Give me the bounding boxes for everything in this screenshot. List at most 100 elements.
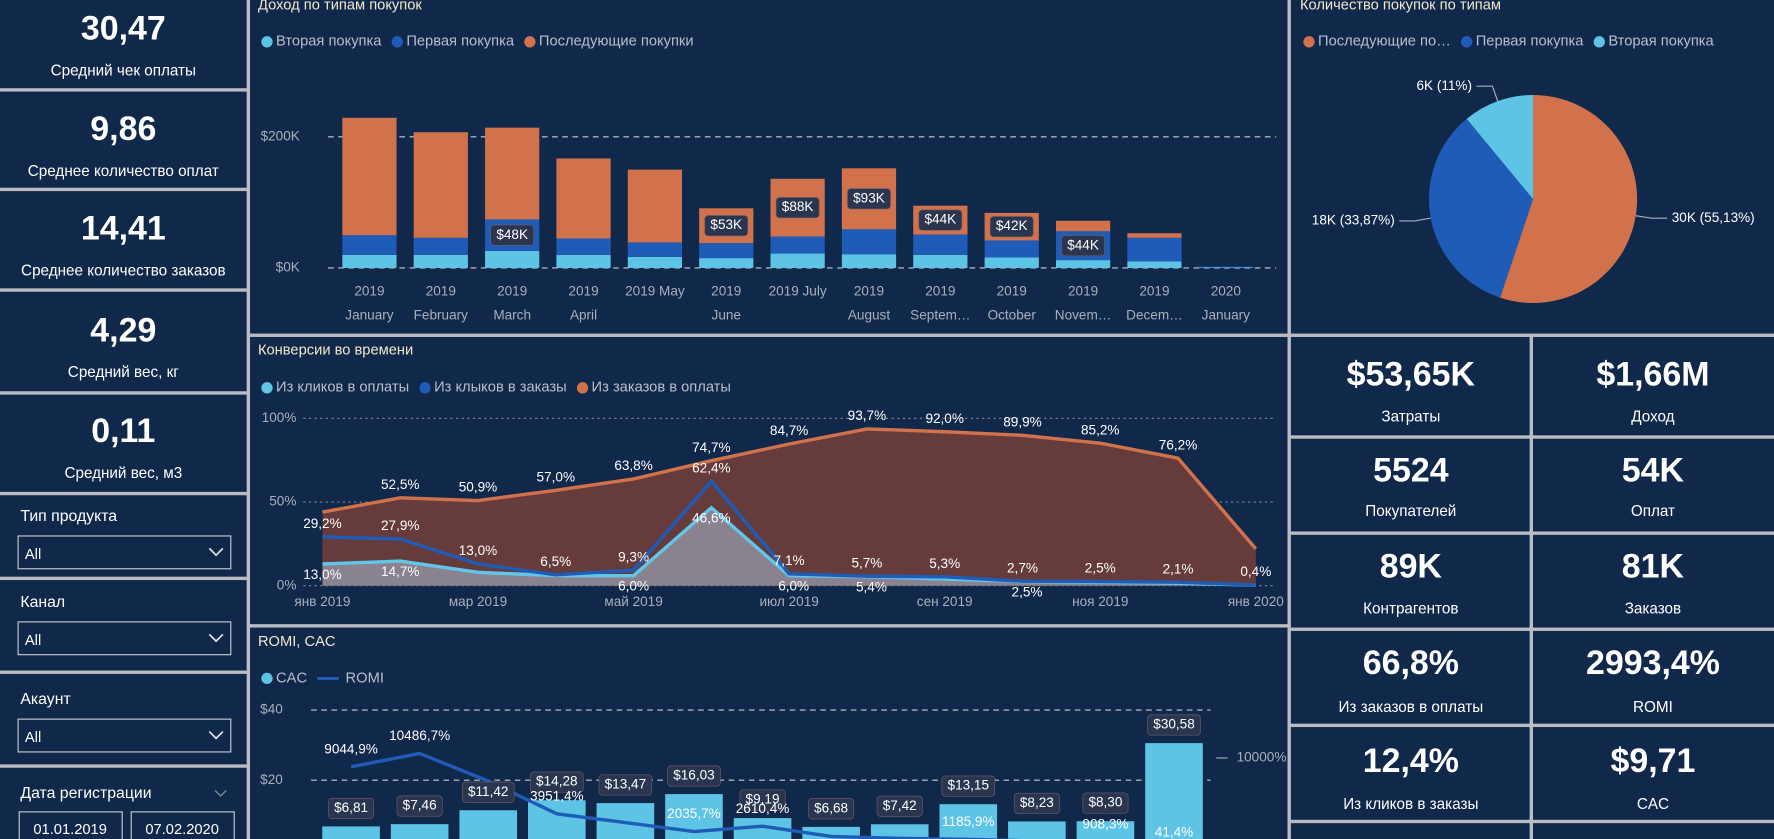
bar-segment	[699, 258, 754, 268]
x-tick-label: 2020 January	[1202, 283, 1250, 322]
data-label: 85,2%	[1081, 422, 1119, 437]
kpi-value: 5524	[1373, 452, 1449, 490]
chevron	[208, 633, 224, 643]
data-label: 9044,9%	[324, 741, 378, 756]
bar-segment	[770, 236, 825, 254]
legend-marker	[261, 672, 273, 685]
kpi-value: $53,65K	[1347, 356, 1476, 394]
date-input[interactable]	[18, 811, 123, 839]
data-label: 92,0%	[925, 411, 963, 426]
pie-slice	[1500, 94, 1638, 304]
label-box	[1013, 792, 1060, 814]
bar-segment	[627, 242, 683, 257]
y-tick-label: $0K	[276, 260, 300, 275]
date-value: 07.02.2020	[145, 822, 219, 838]
legend-label: Первая покупка	[1476, 34, 1585, 50]
filter-label: Канал	[20, 594, 65, 611]
data-label: 63,8%	[614, 458, 652, 473]
card	[1290, 727, 1530, 820]
card	[1290, 438, 1530, 532]
card	[1290, 336, 1530, 436]
card	[1533, 534, 1774, 628]
x-tick-label: мар 2019	[449, 594, 507, 609]
data-label: 6K (11%)	[1416, 78, 1472, 93]
dropdown[interactable]	[17, 621, 232, 656]
kpi-value: 54K	[1622, 452, 1685, 490]
data-label: 6,5%	[540, 554, 571, 569]
kpi-value: $9,71	[1610, 742, 1695, 780]
bar-segment	[1055, 260, 1111, 268]
data-label: 13,0%	[303, 567, 341, 582]
data-label: 18K (33,87%)	[1312, 213, 1395, 228]
y-tick-label: $20	[260, 772, 283, 787]
legend-marker	[391, 36, 403, 48]
label-box	[598, 774, 653, 796]
data-label: 2,1%	[1163, 561, 1194, 576]
label-box	[989, 216, 1034, 238]
x-tick-label: май 2019	[604, 594, 662, 609]
kpi-label: Средний вес, м3	[64, 465, 182, 482]
card	[1290, 823, 1530, 839]
card	[1533, 727, 1774, 820]
data-label: 6,0%	[778, 579, 809, 594]
x-tick-label: 2019 March	[493, 283, 531, 322]
x-tick-label: сен 2019	[917, 594, 973, 609]
bar-segment	[1127, 233, 1182, 238]
x-tick-label: 2019 April	[568, 283, 598, 322]
bar-segment	[413, 254, 468, 268]
label-box	[876, 795, 923, 817]
data-label: $6,68	[814, 800, 848, 815]
y-tick-label: $40	[260, 702, 283, 717]
x-tick-label: 2019 February	[414, 283, 469, 322]
data-label: 57,0%	[537, 469, 575, 484]
data-label: 5,4%	[856, 580, 887, 595]
legend-marker	[524, 36, 536, 48]
filter-label: Акаунт	[20, 691, 70, 708]
data-label: 76,2%	[1159, 437, 1197, 452]
x-tick-label: 2019 January	[345, 283, 393, 322]
bar-segment	[556, 238, 611, 255]
legend-label: Вторая покупка	[276, 34, 382, 50]
label-box	[667, 765, 721, 787]
kpi-label: Среднее количество оплат	[28, 163, 219, 180]
bar-segment	[1055, 220, 1111, 232]
bar	[733, 818, 792, 839]
data-label: $7,42	[883, 798, 917, 813]
bar-segment	[413, 132, 468, 238]
legend-marker	[1461, 36, 1473, 48]
bar-segment	[1127, 261, 1182, 268]
data-label: $48K	[496, 227, 528, 242]
data-label: $8,23	[1020, 795, 1054, 810]
label-box	[1147, 714, 1201, 736]
kpi-label: Средний чек оплаты	[51, 62, 196, 79]
dropdown-value: All	[25, 730, 41, 746]
card	[0, 291, 247, 392]
date-input[interactable]	[130, 811, 235, 839]
legend-label: Из заказов в оплаты	[592, 380, 731, 396]
kpi-label: Из заказов в оплаты	[1338, 699, 1483, 716]
y-tick-label: 50%	[269, 494, 296, 509]
dropdown[interactable]	[17, 535, 232, 570]
data-label: $30,58	[1153, 717, 1194, 732]
kpi-value: 66,8%	[1363, 644, 1459, 682]
bar-segment	[913, 234, 968, 255]
kpi-label: Заказов	[1625, 600, 1681, 617]
bar-segment	[627, 169, 683, 243]
kpi-label: ROMI	[1633, 699, 1673, 716]
bar	[1145, 743, 1203, 839]
card	[1290, 534, 1530, 628]
legend-label: ROMI	[346, 670, 384, 686]
bar-segment	[1127, 237, 1182, 262]
label-box	[808, 798, 855, 820]
bar-segment	[342, 254, 397, 268]
label-box	[490, 224, 535, 246]
card	[0, 394, 247, 492]
bar-segment	[770, 253, 825, 268]
dropdown[interactable]	[17, 718, 232, 753]
chart-title: Количество покупок по типам	[1300, 0, 1501, 14]
label-box	[328, 797, 375, 819]
chevron	[208, 547, 224, 557]
x-tick-label: июл 2019	[759, 594, 818, 609]
label-box	[739, 789, 786, 811]
